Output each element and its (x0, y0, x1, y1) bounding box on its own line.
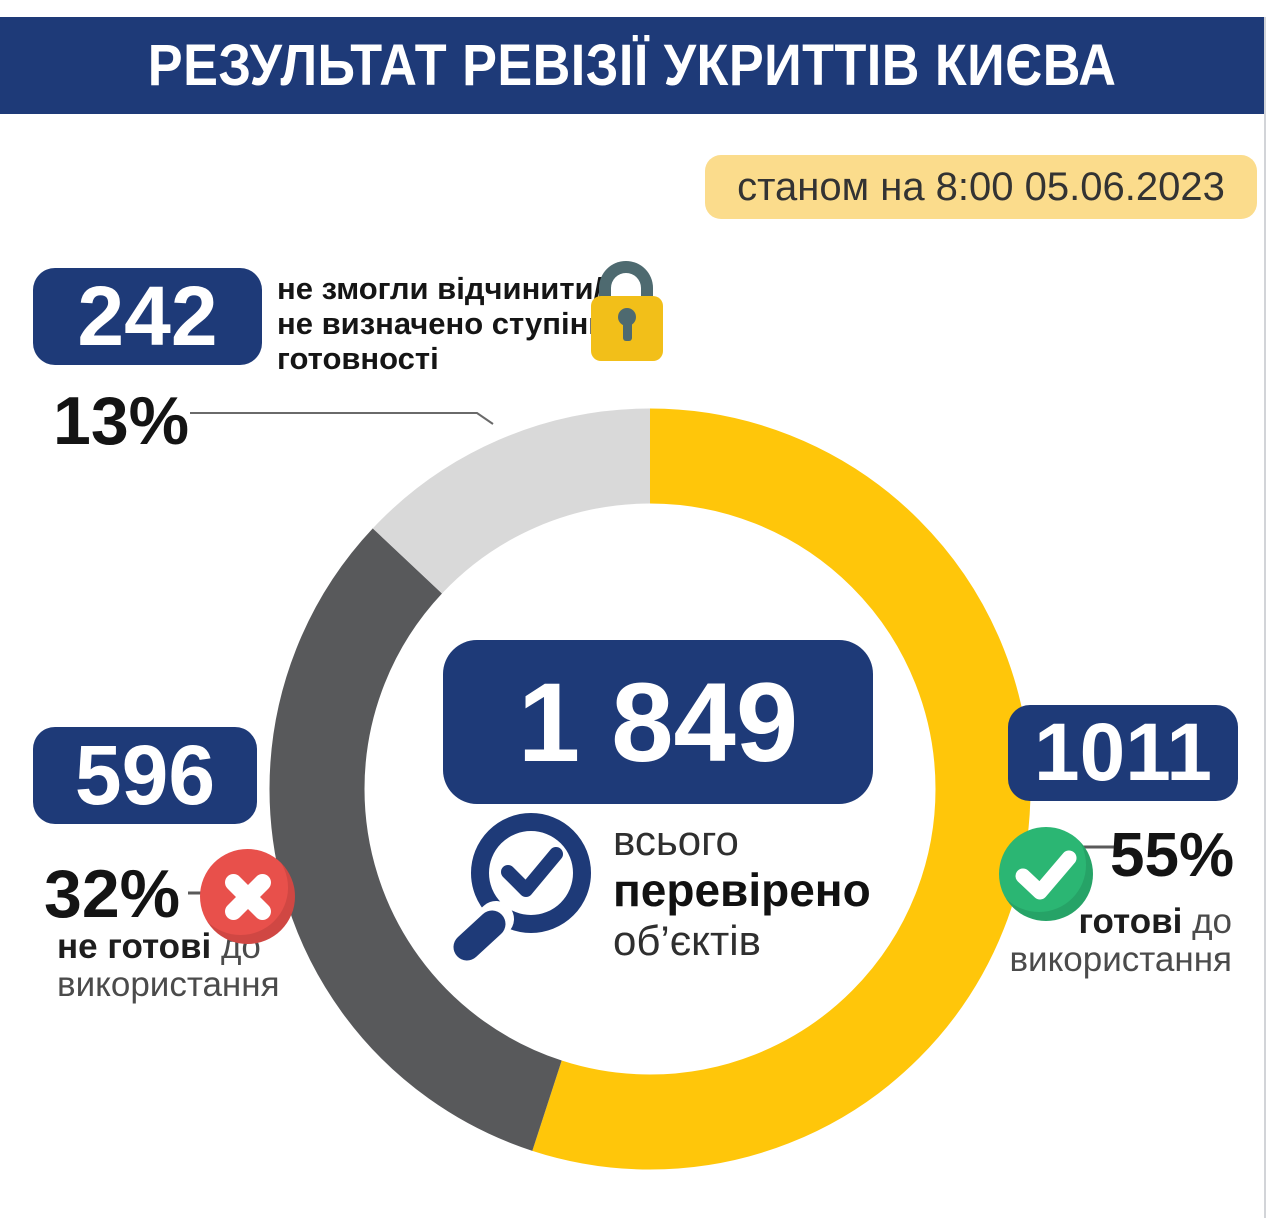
ready-percent: 55% (1110, 821, 1235, 890)
magnifier-checkmark (501, 847, 563, 897)
total-count: 1 849 (517, 659, 799, 785)
magnifier-lens (471, 813, 591, 933)
donut-chart (269, 408, 1031, 1170)
page-title: РЕЗУЛЬТАТ РЕВІЗІЇ УКРИТТІВ КИЄВА (147, 33, 1117, 98)
ready-count: 1011 (1034, 707, 1212, 798)
total-caption-line3: об’єктів (613, 917, 761, 964)
locked-description: не змогли відчинити/ не визначено ступін… (277, 271, 607, 376)
segment-locked (269, 408, 1031, 1170)
ready-caption: готові до використання (1009, 903, 1232, 979)
date-badge-text: станом на 8:00 05.06.2023 (737, 164, 1225, 209)
header-bar: РЕЗУЛЬТАТ РЕВІЗІЇ УКРИТТІВ КИЄВА (0, 17, 1264, 114)
total-caption-line2: перевірено (613, 864, 871, 916)
ready-caption-line2: використання (1009, 940, 1232, 979)
not-ready-percent: 32% (44, 856, 181, 932)
count-badge-not-ready: 596 (33, 727, 257, 824)
magnifier-check-icon (449, 813, 591, 963)
not-ready-caption-bold: не готові (57, 927, 212, 966)
total-badge: 1 849 (443, 640, 873, 804)
lock-keystem (623, 320, 632, 341)
ready-caption-rest: до (1182, 902, 1232, 941)
lock-icon (585, 258, 675, 366)
locked-percent: 13% (53, 383, 190, 459)
ready-caption-line1: готові до (1009, 903, 1232, 941)
segment-not-ready (269, 408, 1031, 1170)
total-caption: всього перевірено об’єктів (613, 818, 871, 966)
check-icon (999, 827, 1093, 921)
locked-desc-line1: не змогли відчинити/ (277, 271, 603, 306)
locked-desc-line2: не визначено ступінь (277, 306, 608, 341)
right-edge-divider (1264, 17, 1266, 1218)
count-badge-ready: 1011 (1008, 705, 1238, 801)
locked-count: 242 (77, 269, 218, 363)
total-caption-line1: всього (613, 817, 739, 864)
check-glyph (1015, 850, 1077, 900)
cross-icon (200, 849, 295, 944)
ready-caption-bold: готові (1078, 902, 1183, 941)
locked-desc-line3: готовності (277, 341, 439, 376)
magnifier-handle (453, 910, 506, 961)
not-ready-caption-line2: використання (57, 965, 280, 1004)
count-badge-locked: 242 (33, 268, 262, 365)
not-ready-count: 596 (74, 728, 216, 822)
date-badge: станом на 8:00 05.06.2023 (705, 155, 1257, 219)
